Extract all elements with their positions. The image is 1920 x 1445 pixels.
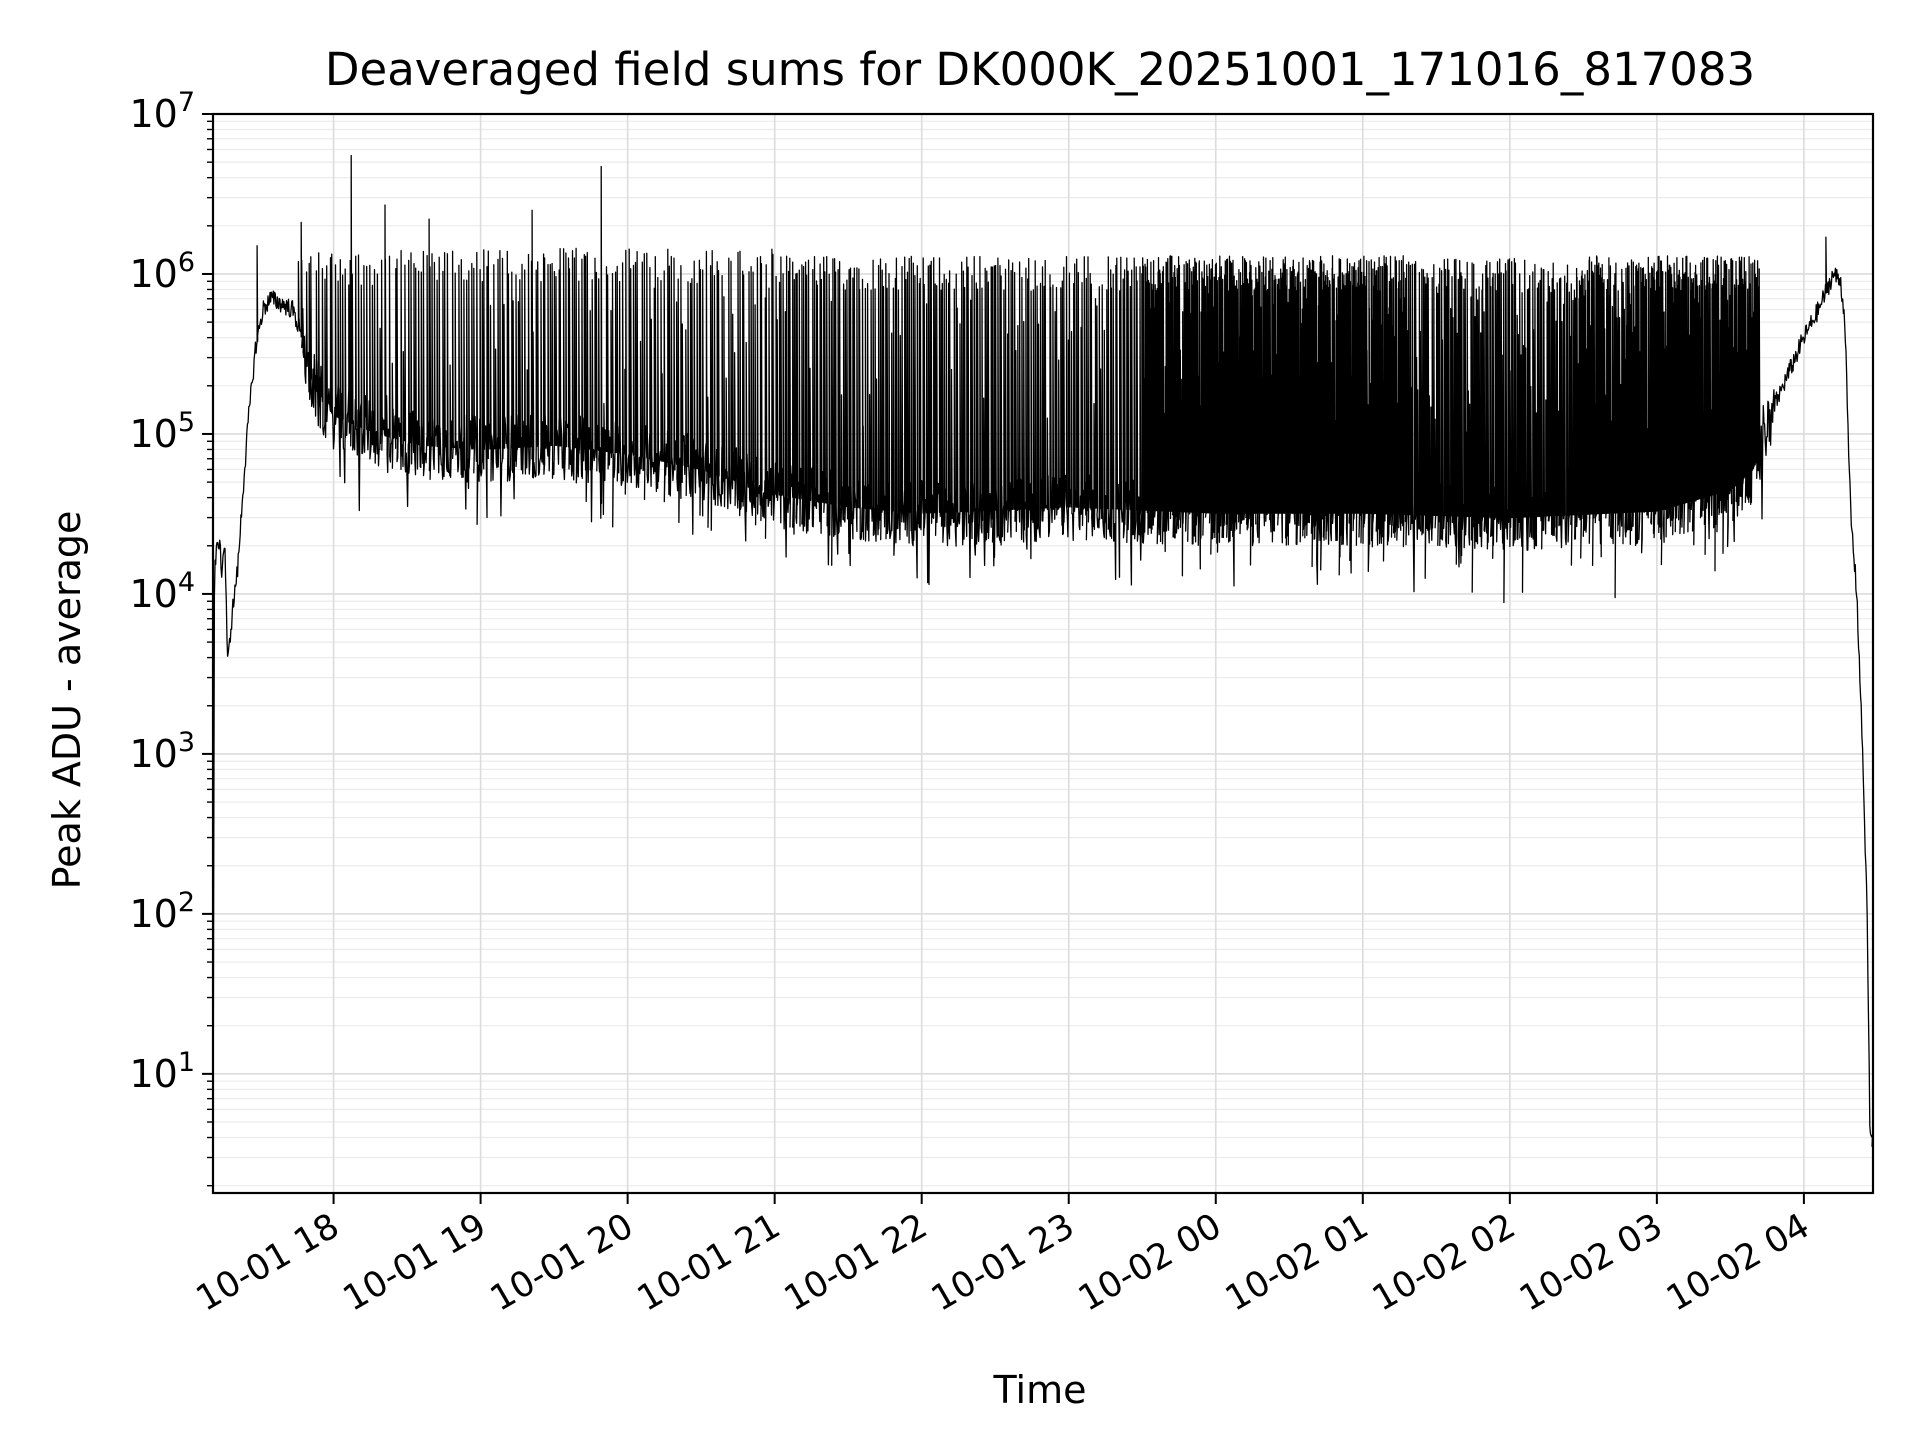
y-tick-label: 106 [129,247,195,296]
series-line [212,154,1874,1193]
y-tick-label: 105 [129,407,195,456]
x-axis-label: Time [993,1368,1087,1412]
y-axis-label: Peak ADU - average [45,511,89,890]
y-tick-label: 104 [129,567,195,616]
y-tick-label: 101 [129,1047,195,1096]
series-layer [212,154,1874,1193]
chart-title: Deaveraged field sums for DK000K_2025100… [325,43,1755,96]
y-tick-label: 102 [129,887,195,936]
y-tick-label: 103 [129,727,195,776]
y-tick-label: 107 [129,87,195,136]
plot-frame [211,112,1875,1195]
grid-layer [213,113,1873,1193]
